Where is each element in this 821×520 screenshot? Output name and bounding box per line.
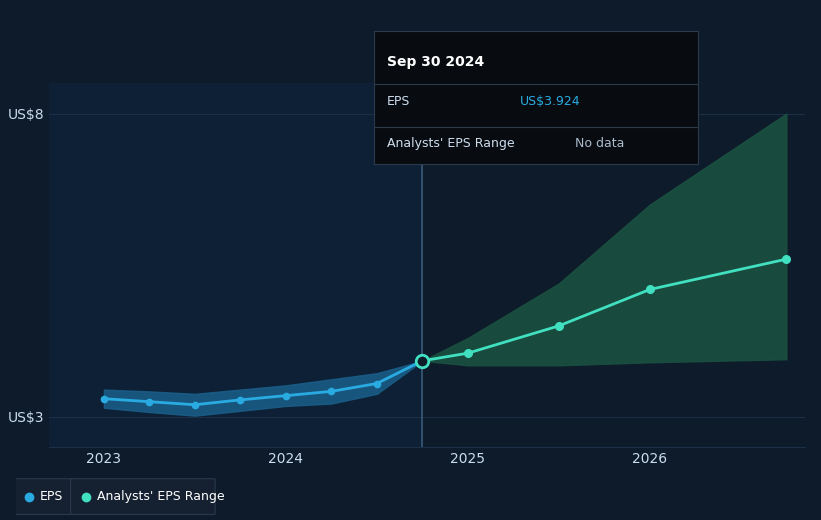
Text: Analysts' EPS Range: Analysts' EPS Range — [97, 490, 224, 503]
Text: US$3.924: US$3.924 — [520, 95, 580, 108]
Text: Analysts Forecasts: Analysts Forecasts — [429, 98, 546, 111]
Text: No data: No data — [575, 137, 624, 150]
Text: Sep 30 2024: Sep 30 2024 — [387, 55, 484, 69]
FancyBboxPatch shape — [71, 479, 215, 514]
Text: EPS: EPS — [387, 95, 410, 108]
Bar — [49, 83, 422, 447]
Text: Actual: Actual — [379, 98, 419, 111]
FancyBboxPatch shape — [14, 479, 76, 514]
Text: Analysts' EPS Range: Analysts' EPS Range — [387, 137, 514, 150]
Text: EPS: EPS — [40, 490, 63, 503]
